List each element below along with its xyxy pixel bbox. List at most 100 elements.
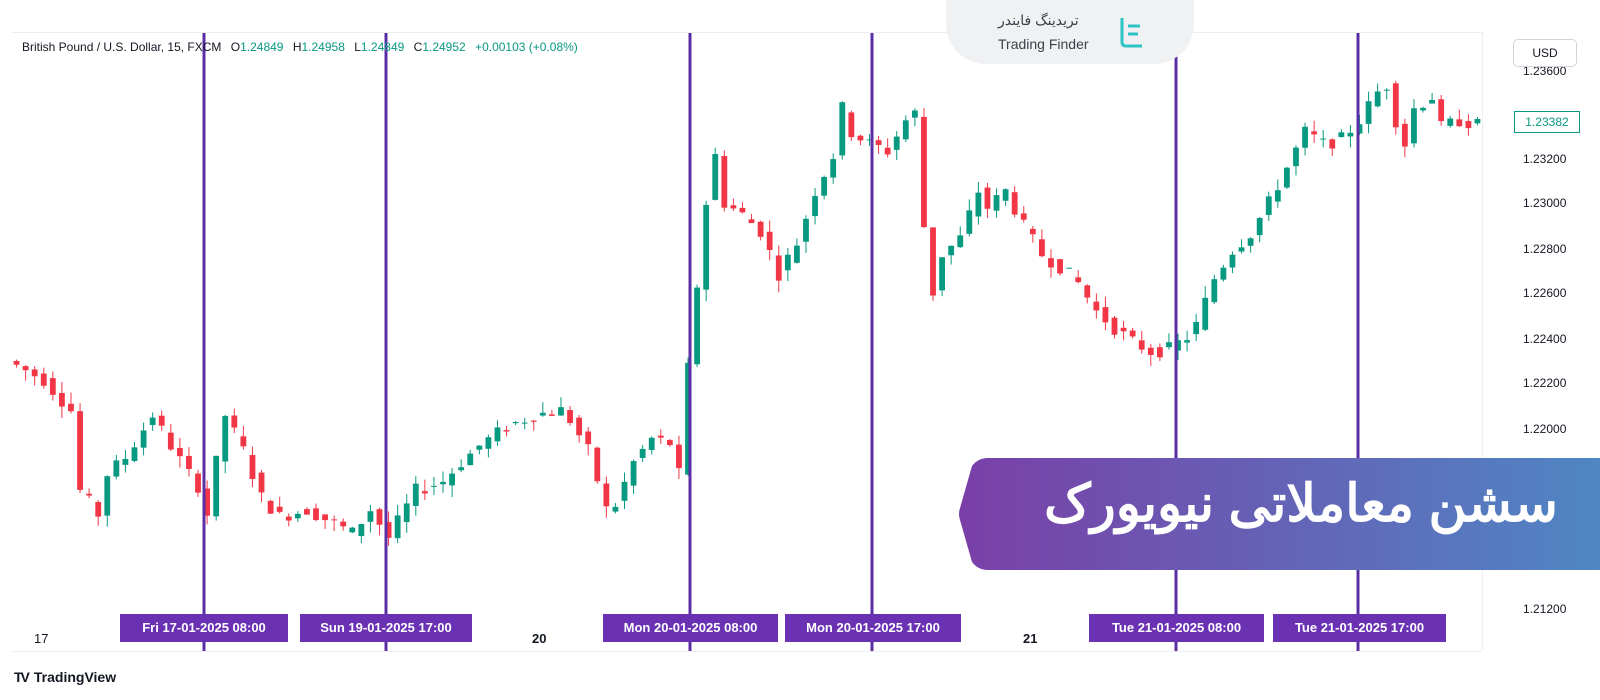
tradingview-logo[interactable]: TV TradingView bbox=[14, 669, 116, 685]
open-value: 1.24849 bbox=[240, 40, 284, 54]
candle bbox=[421, 479, 428, 501]
candle bbox=[1175, 333, 1181, 361]
candle bbox=[1411, 99, 1417, 148]
price-tick-label: 1.23000 bbox=[1523, 196, 1567, 210]
candle bbox=[140, 422, 147, 456]
candle bbox=[1338, 129, 1345, 138]
candle bbox=[1447, 115, 1454, 128]
candle bbox=[948, 245, 955, 265]
symbol-legend: British Pound / U.S. Dollar, 15, FXCM O1… bbox=[22, 40, 578, 54]
candle bbox=[68, 392, 74, 414]
candle bbox=[276, 496, 283, 514]
candle bbox=[993, 188, 1000, 218]
candle bbox=[521, 417, 528, 430]
candle bbox=[1120, 320, 1127, 341]
candle bbox=[40, 367, 47, 389]
candle bbox=[213, 455, 220, 521]
candle bbox=[775, 245, 782, 293]
candle bbox=[1075, 270, 1082, 284]
candle bbox=[267, 499, 274, 514]
candle bbox=[122, 450, 129, 473]
candle bbox=[766, 220, 773, 261]
session-time-label: Tue 21-01-2025 08:00 bbox=[1089, 614, 1264, 642]
candle bbox=[648, 436, 655, 455]
banner-shape bbox=[959, 458, 1600, 570]
candle bbox=[158, 410, 165, 431]
candle bbox=[358, 523, 365, 544]
candle bbox=[1465, 114, 1472, 136]
candle bbox=[1129, 327, 1136, 339]
candle bbox=[367, 504, 374, 533]
chart-plot-area[interactable] bbox=[12, 32, 1482, 652]
candle bbox=[1184, 330, 1190, 352]
candle bbox=[49, 371, 56, 401]
candle bbox=[1066, 267, 1073, 269]
candle bbox=[875, 135, 882, 154]
candle bbox=[902, 115, 909, 142]
candle bbox=[812, 188, 818, 225]
candle bbox=[176, 437, 183, 468]
price-tick-label: 1.23200 bbox=[1523, 152, 1567, 166]
candle bbox=[694, 284, 700, 368]
candle bbox=[803, 215, 809, 253]
price-tick-label: 1.22400 bbox=[1523, 332, 1567, 346]
candle bbox=[512, 421, 519, 426]
candle bbox=[331, 515, 338, 532]
price-tick-label: 1.22800 bbox=[1523, 242, 1567, 256]
candle bbox=[1102, 296, 1109, 331]
currency-button[interactable]: USD bbox=[1513, 39, 1577, 67]
candle bbox=[449, 468, 455, 498]
tradingview-logo-icon: TV bbox=[14, 669, 30, 685]
candle bbox=[167, 423, 174, 452]
candle bbox=[921, 108, 927, 228]
candle bbox=[149, 412, 156, 431]
candle bbox=[784, 247, 791, 282]
last-price-tag: 1.23382 bbox=[1514, 111, 1580, 133]
candle bbox=[857, 134, 864, 146]
candle bbox=[984, 183, 991, 219]
candle bbox=[467, 449, 474, 466]
candle bbox=[376, 507, 383, 536]
candle bbox=[403, 494, 410, 533]
candle bbox=[1011, 186, 1018, 218]
candle bbox=[739, 202, 746, 214]
candle bbox=[1193, 313, 1200, 342]
candle bbox=[1392, 80, 1399, 135]
candle bbox=[884, 138, 891, 158]
session-time-label: Fri 17-01-2025 08:00 bbox=[120, 614, 288, 642]
candle bbox=[866, 133, 873, 146]
candle bbox=[1302, 122, 1308, 156]
candle bbox=[1383, 88, 1390, 100]
candle bbox=[975, 181, 982, 225]
candle bbox=[1156, 343, 1163, 362]
candle bbox=[95, 500, 102, 526]
candle bbox=[539, 402, 546, 417]
candle bbox=[966, 199, 973, 237]
session-time-label: Tue 21-01-2025 17:00 bbox=[1273, 614, 1446, 642]
candle bbox=[503, 426, 510, 437]
candle bbox=[340, 518, 347, 531]
candle bbox=[304, 507, 310, 515]
price-tick-label: 1.23600 bbox=[1523, 64, 1567, 78]
candle bbox=[748, 213, 755, 224]
candle bbox=[585, 427, 592, 456]
candle bbox=[1274, 179, 1281, 208]
candle bbox=[131, 442, 138, 463]
candle bbox=[31, 366, 38, 386]
candle bbox=[231, 408, 238, 434]
candle bbox=[1365, 91, 1372, 134]
banner-title: سشن معاملاتی نیویورک bbox=[1044, 475, 1558, 533]
candle bbox=[721, 150, 728, 212]
candle bbox=[630, 459, 637, 494]
candle bbox=[1329, 138, 1336, 157]
candle bbox=[1293, 145, 1299, 176]
candle bbox=[603, 476, 610, 518]
candle bbox=[757, 220, 764, 241]
price-tick-label: 1.22200 bbox=[1523, 376, 1567, 390]
candle bbox=[911, 108, 918, 127]
high-label: H bbox=[292, 40, 302, 54]
candle bbox=[1084, 284, 1091, 304]
candle bbox=[485, 434, 492, 458]
candle bbox=[848, 110, 855, 141]
candle bbox=[558, 397, 564, 416]
